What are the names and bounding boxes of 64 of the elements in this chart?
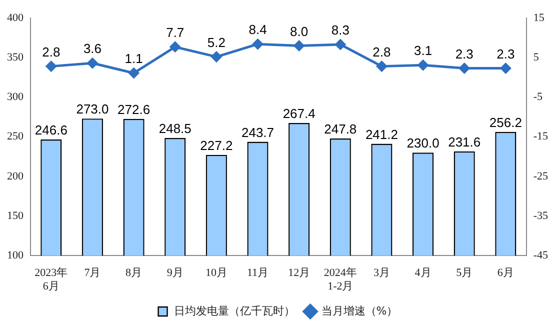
data-label: 5.2	[207, 34, 226, 50]
data-label: 1.1	[124, 51, 143, 66]
data-label: 2.8	[372, 44, 391, 60]
data-label: 2.3	[496, 46, 515, 62]
x-tick-label: 9月	[166, 267, 184, 280]
data-label: 247.8	[324, 122, 357, 137]
data-label: 2.3	[455, 46, 474, 62]
x-tick-label: 5月	[456, 267, 473, 280]
y-tick-label: 200	[7, 170, 24, 182]
data-label: 256.2	[489, 114, 522, 130]
x-tick-label: 7月	[84, 267, 101, 280]
point	[459, 63, 470, 74]
point	[335, 39, 346, 50]
x-tick-label: 4月	[414, 267, 432, 280]
legend-label: 当月增速（%）	[321, 304, 398, 318]
data-label: 241.2	[365, 126, 398, 142]
x-tick-label: 11月	[246, 267, 269, 280]
data-label: 231.6	[448, 134, 481, 150]
data-label: 8.0	[290, 24, 308, 39]
data-label: 8.4	[248, 22, 267, 38]
data-label: 8.3	[331, 22, 350, 38]
data-label: 267.4	[282, 106, 316, 122]
data-label: 227.2	[200, 138, 233, 153]
legend-label: 日均发电量（亿千瓦时）	[174, 304, 295, 318]
point	[500, 63, 511, 74]
y-tick-label: 250	[7, 130, 24, 143]
point	[252, 38, 264, 50]
x-tick-label: 10月	[205, 267, 228, 280]
data-label: 248.5	[158, 121, 192, 136]
point	[128, 68, 140, 78]
y-tick-label: 300	[7, 91, 24, 104]
x-tick-label: 3月	[373, 267, 390, 280]
y2-tick-label: -45	[533, 249, 548, 262]
x-tick-label: 2024年 1-2月	[324, 267, 357, 292]
y2-tick-label: -5	[533, 91, 543, 104]
y2-tick-label: -35	[533, 210, 548, 222]
x-tick-label: 2023年 6月	[34, 267, 68, 292]
y2-tick-label: 15	[533, 12, 545, 24]
y-tick-label: 150	[7, 210, 24, 222]
data-label: 7.7	[166, 24, 184, 40]
data-label: 3.6	[83, 41, 102, 56]
y-tick-label: 100	[7, 249, 24, 262]
data-label: 3.1	[414, 43, 432, 58]
point	[46, 61, 56, 72]
y2-tick-label: 5	[533, 51, 540, 64]
y-tick-label: 400	[7, 12, 24, 24]
data-label: 230.0	[406, 136, 440, 151]
point	[418, 60, 428, 70]
x-tick-label: 12月	[288, 267, 310, 280]
point	[294, 40, 304, 51]
data-label: 2.8	[42, 44, 60, 60]
data-label: 243.7	[241, 124, 274, 140]
x-tick-label: 6月	[497, 267, 514, 280]
x-tick-label: 8月	[126, 267, 142, 280]
data-label: 272.6	[118, 102, 150, 117]
y2-tick-label: -15	[533, 130, 548, 143]
point	[376, 61, 387, 72]
data-label: 246.6	[34, 122, 68, 138]
y-tick-label: 350	[7, 51, 24, 64]
point	[211, 52, 222, 62]
point	[170, 42, 180, 52]
point	[87, 58, 98, 68]
y2-tick-label: -25	[533, 170, 548, 182]
data-label: 273.0	[76, 102, 109, 117]
